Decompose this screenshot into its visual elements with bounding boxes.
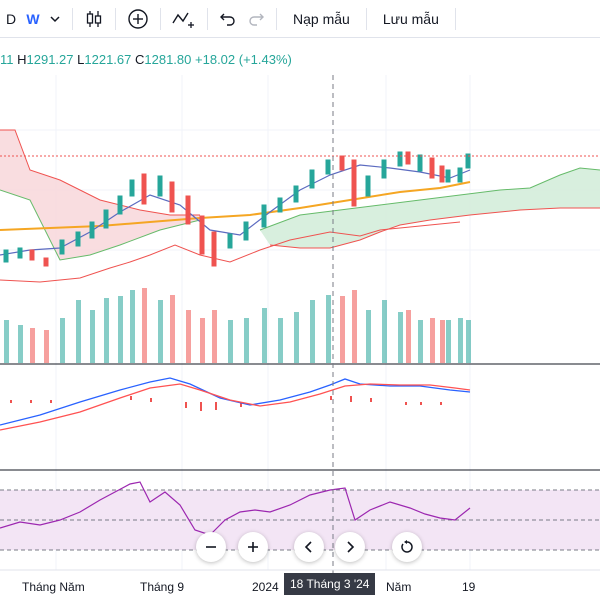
weekly-interval-button[interactable]: W: [26, 10, 40, 27]
load-template-button[interactable]: Nạp mẫu: [293, 10, 350, 27]
time-axis-label: Tháng 9: [140, 580, 185, 594]
scroll-right-button[interactable]: [335, 532, 365, 562]
redo-button[interactable]: [242, 0, 270, 38]
indicators-button[interactable]: [122, 0, 154, 38]
time-axis-label: 19: [462, 580, 476, 594]
reset-chart-button[interactable]: [392, 532, 422, 562]
crosshair-date-label: 18 Tháng 3 '24: [284, 573, 376, 595]
ohlc-change: +18.02 (+1.43%): [195, 52, 292, 67]
lagging-span-line: [0, 221, 461, 283]
cloud-lower-line: [0, 189, 201, 261]
time-axis-label: Năm: [386, 580, 412, 594]
time-axis-label: Tháng Năm: [22, 580, 85, 594]
ohlc-close-key: C: [135, 52, 145, 67]
add-indicator-icon: [128, 8, 148, 29]
toolbar-divider: [115, 7, 116, 30]
rsi-line: [0, 481, 471, 536]
reset-icon: [401, 540, 413, 553]
time-axis-label: 2024: [252, 580, 279, 594]
candlestick-series: [3, 151, 471, 267]
toolbar-divider: [72, 7, 73, 30]
cloud-bull-lower-line: [269, 207, 600, 249]
toolbar-divider: [454, 7, 456, 30]
chevron-left-icon: [304, 541, 312, 553]
undo-button[interactable]: [214, 0, 242, 38]
scroll-left-button[interactable]: [294, 532, 324, 562]
redo-icon: [249, 13, 264, 26]
cloud-bull-upper-line: [259, 167, 600, 231]
macd-line: [0, 377, 471, 426]
zoom-out-button[interactable]: [196, 532, 226, 562]
minus-icon: [206, 546, 216, 548]
zoom-in-button[interactable]: [238, 532, 268, 562]
ohlc-high-key: H: [17, 52, 27, 67]
ichimoku-cloud-bullish: [260, 168, 600, 248]
toolbar-divider: [207, 7, 208, 30]
volume-histogram: [4, 288, 471, 363]
save-template-button[interactable]: Lưu mẫu: [382, 10, 439, 27]
chevron-down-icon: [50, 15, 60, 22]
compare-icon: [172, 12, 194, 28]
toolbar-divider: [160, 7, 161, 30]
moving-average-orange: [0, 181, 471, 231]
ohlc-open-partial: 11: [0, 52, 14, 67]
macd-histogram: [10, 396, 442, 411]
interval-dropdown[interactable]: [44, 0, 66, 38]
compare-button[interactable]: [167, 0, 201, 38]
ohlc-low: 1221.67: [84, 52, 132, 67]
top-toolbar: D W: [0, 0, 600, 38]
undo-icon: [220, 13, 235, 26]
chevron-right-icon: [347, 541, 355, 553]
toolbar-divider: [276, 7, 277, 30]
toolbar-divider: [365, 7, 367, 30]
cloud-upper-line: [0, 129, 200, 216]
candlestick-icon: [86, 10, 102, 27]
chart-type-button[interactable]: [79, 0, 109, 38]
macd-signal-line: [0, 383, 471, 431]
chart-canvas[interactable]: [0, 38, 600, 573]
ohlc-high: 1291.27: [26, 52, 74, 67]
plus-icon: [248, 542, 258, 552]
ohlc-close: 1281.80: [144, 52, 192, 67]
ohlc-low-key: L: [77, 52, 85, 67]
ohlc-legend: 11 H1291.27 L1221.67 C1281.80 +18.02 (+1…: [0, 52, 292, 67]
interval-button[interactable]: D: [5, 10, 17, 27]
